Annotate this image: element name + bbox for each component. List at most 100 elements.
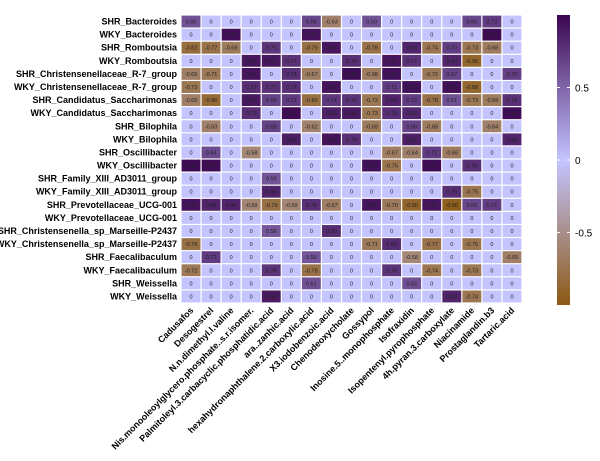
cell-value-label: 0 <box>250 20 253 26</box>
heatmap-cell <box>281 225 301 237</box>
cell-value-label: 0 <box>390 33 393 39</box>
cell-value-label: -0.67 <box>385 150 398 156</box>
heatmap-cell <box>462 81 482 93</box>
heatmap-cell <box>181 238 201 251</box>
cell-value-label: 0 <box>510 281 513 287</box>
cell-value-label: 0 <box>470 281 473 287</box>
heatmap-cell <box>181 81 201 93</box>
column-labels: CadusafosDesogestrelN.n.dimethyl.l.valin… <box>110 305 517 451</box>
heatmap-cell <box>462 120 482 133</box>
row-label: SHR_Christensenella_sp_Marseille-P2437 <box>0 226 177 236</box>
cell-value-label: 0.59 <box>266 177 277 183</box>
cell-value-label: 0 <box>350 268 353 274</box>
cell-value-label: 0 <box>410 33 413 39</box>
cell-value-label: 0 <box>390 281 393 287</box>
cell-value-label: -0.63 <box>205 124 218 130</box>
heatmap-cell <box>221 94 241 107</box>
cell-value-label: 0.77 <box>266 85 277 91</box>
heatmap-cell <box>201 54 221 67</box>
cell-value-label: 0 <box>490 190 493 196</box>
cell-value-label: 0.84 <box>446 294 457 300</box>
heatmap-cell <box>221 28 241 41</box>
heatmap-cell <box>322 277 341 290</box>
heatmap-cell <box>482 251 502 264</box>
heatmap-cell <box>382 251 402 264</box>
cell-value-label: 0 <box>350 281 353 287</box>
heatmap-cell <box>362 277 381 290</box>
heatmap-cell <box>181 94 201 107</box>
cell-value-label: 0 <box>230 20 233 26</box>
row-label: SHR_Weissella <box>112 278 178 288</box>
cell-value-label: 0 <box>390 20 393 26</box>
cell-value-label: -0.63 <box>325 20 338 26</box>
cell-value-label: 0 <box>510 242 513 248</box>
cell-value-label: 0 <box>250 33 253 39</box>
cell-value-label: 0 <box>210 59 213 65</box>
row-label: WKY_Family_XIII_AD3011_group <box>36 187 178 197</box>
row-label: SHR_Oscillibacter <box>99 147 178 157</box>
heatmap-cell <box>382 185 402 198</box>
cell-value-label: 0.72 <box>286 98 297 104</box>
heatmap-cell <box>462 172 482 185</box>
row-label: WKY_Oscillibacter <box>97 161 178 171</box>
cell-value-label: 0 <box>510 229 513 235</box>
heatmap-cell <box>261 159 281 172</box>
cell-value-label: 0 <box>430 137 433 143</box>
row-label: WKY_Weissella <box>110 291 178 301</box>
heatmap-cell <box>261 290 281 303</box>
colorbar: 0.5 0 -0.5 <box>557 15 593 305</box>
cell-value-label: -0.65 <box>185 98 198 104</box>
heatmap-cell <box>402 251 422 264</box>
cell-value-label: -0.75 <box>466 242 479 248</box>
heatmap-cell <box>221 146 241 159</box>
heatmap-cell <box>442 41 462 54</box>
cell-value-label: 0.94 <box>406 85 417 91</box>
heatmap-cell <box>462 290 482 303</box>
row-label: SHR_Romboutsia <box>101 43 178 53</box>
cell-value-label: 0 <box>290 242 293 248</box>
heatmap-cell <box>241 120 261 133</box>
cell-value-label: 0.72 <box>406 98 417 104</box>
cell-value-label: 0 <box>430 111 433 117</box>
heatmap-cell <box>402 172 422 185</box>
cell-value-label: 0 <box>410 294 413 300</box>
heatmap-cell <box>281 94 301 107</box>
cell-value-label: 0 <box>230 137 233 143</box>
row-label: SHR_Family_XIII_AD3011_group <box>38 174 178 184</box>
cell-value-label: 0 <box>390 124 393 130</box>
cell-value-label: 0 <box>450 281 453 287</box>
cell-value-label: 0.79 <box>246 111 257 117</box>
heatmap-cell <box>201 15 221 28</box>
heatmap-cell <box>221 198 241 211</box>
heatmap-cell <box>221 81 241 93</box>
cell-value-label: 0 <box>410 164 413 170</box>
row-label: SHR_Candidatus_Saccharimonas <box>32 95 177 105</box>
heatmap-cell <box>221 251 241 264</box>
heatmap-cell <box>502 277 522 290</box>
cell-value-label: 0 <box>490 150 493 156</box>
cell-value-label: 0.93 <box>306 33 317 39</box>
cell-value-label: 0 <box>350 177 353 183</box>
heatmap-cell <box>241 41 261 54</box>
heatmap-cell <box>342 28 361 41</box>
cell-value-label: -0.88 <box>466 85 479 91</box>
cell-value-label: 0.71 <box>487 203 498 209</box>
cell-value-label: 0 <box>330 150 333 156</box>
heatmap-cell <box>241 185 261 198</box>
cell-value-label: 0 <box>510 46 513 52</box>
heatmap-cell <box>221 133 241 146</box>
cell-value-label: 0 <box>350 242 353 248</box>
cell-value-label: 0 <box>490 229 493 235</box>
heatmap-cell <box>322 81 341 93</box>
cell-value-label: -0.78 <box>365 46 378 52</box>
cell-value-label: -0.90 <box>466 59 479 65</box>
heatmap-cell <box>241 264 261 277</box>
cell-value-label: 0 <box>450 33 453 39</box>
cell-value-label: 0 <box>189 124 192 130</box>
heatmap-cell <box>322 185 341 198</box>
heatmap-cells: 0.60 0 0 0 0 0 0.66 -0.63 0 0.60 0 0 0 0 0.66 0.72 0 0 0 0.… <box>181 15 522 303</box>
cell-value-label: 0.92 <box>326 85 337 91</box>
heatmap-cell <box>201 251 221 264</box>
cell-value-label: 0 <box>310 111 313 117</box>
cell-value-label: 0 <box>490 164 493 170</box>
